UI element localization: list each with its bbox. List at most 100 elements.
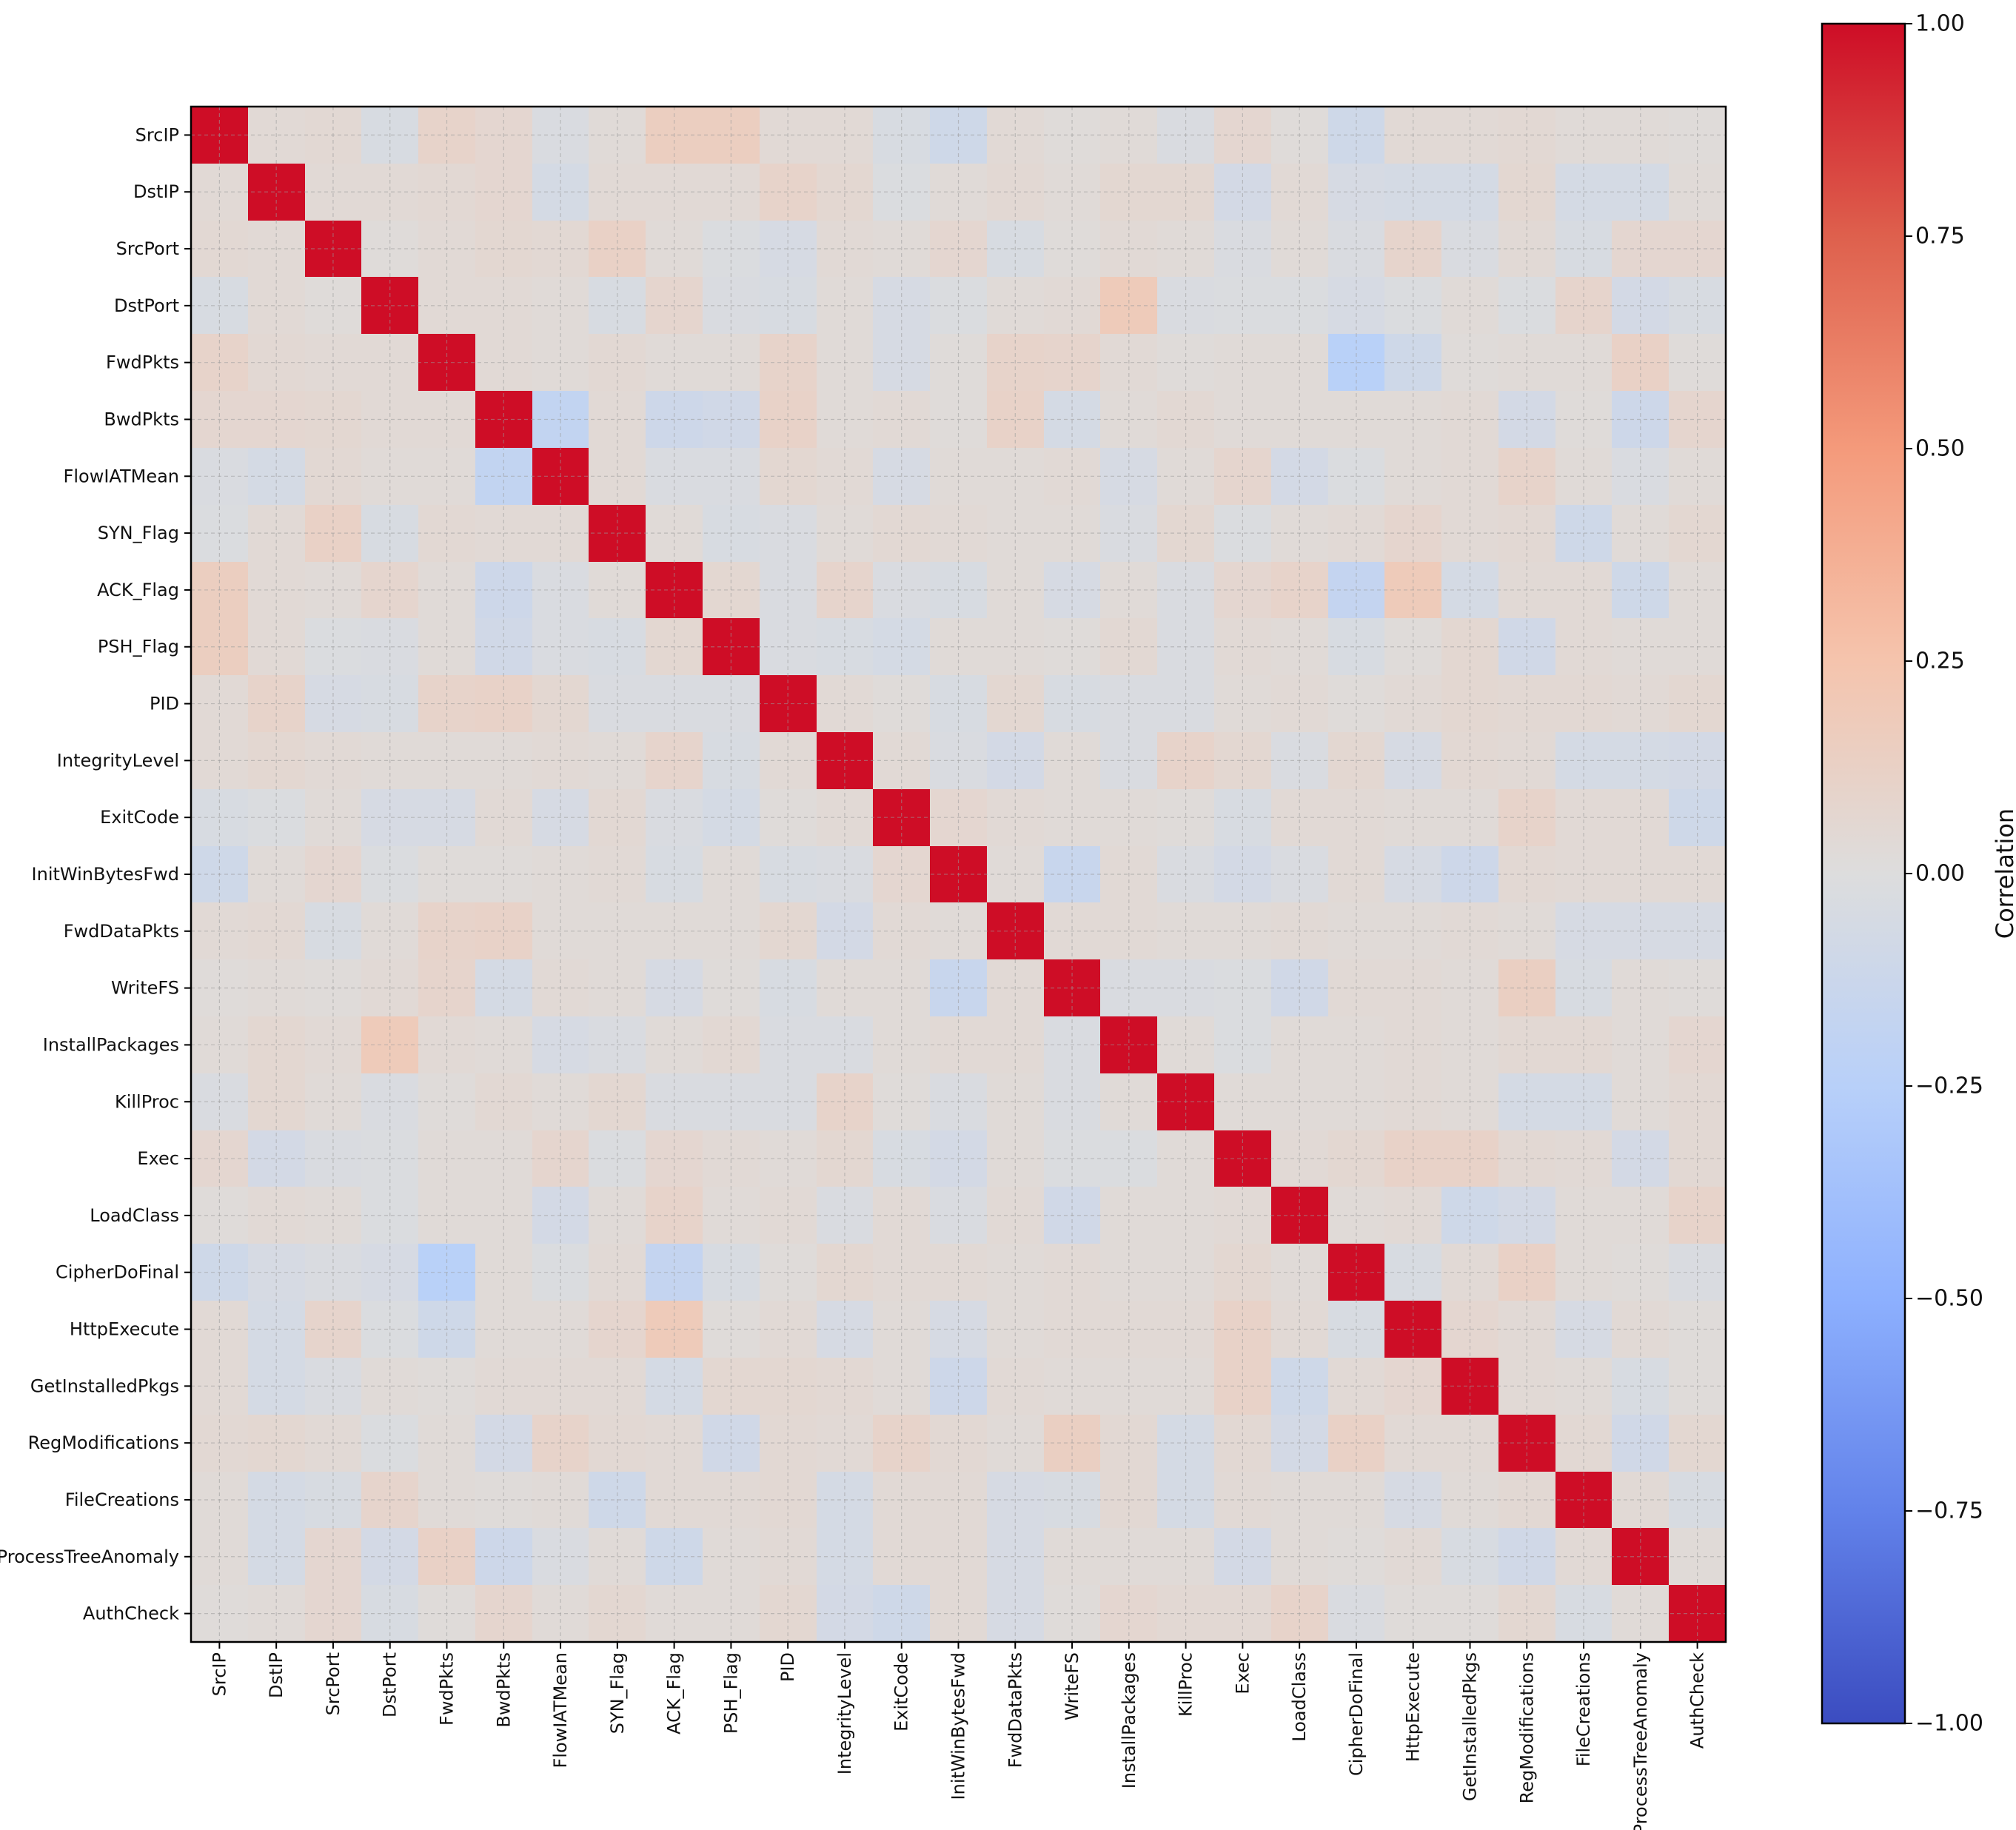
heatmap-cell — [1441, 1415, 1498, 1472]
heatmap-cell — [1328, 277, 1384, 334]
heatmap-cell — [987, 1415, 1044, 1472]
x-tick-label: SYN_Flag — [607, 1652, 628, 1734]
heatmap-cell — [1214, 277, 1271, 334]
heatmap-cell — [589, 391, 646, 448]
heatmap-cell — [1100, 1130, 1157, 1187]
heatmap-gridlines — [191, 107, 1726, 1642]
heatmap-cell — [1441, 1130, 1498, 1187]
y-tick-label: CipherDoFinal — [56, 1262, 179, 1283]
colorbar-tick-label: −0.25 — [1915, 1073, 1983, 1099]
heatmap-cell — [361, 1130, 418, 1187]
heatmap-cell — [248, 675, 305, 732]
heatmap-cell — [1100, 1528, 1157, 1585]
x-tick-label: PID — [777, 1652, 798, 1682]
x-tick-label: DstIP — [266, 1652, 287, 1698]
x-tick-label: HttpExecute — [1403, 1652, 1424, 1762]
heatmap-cell — [760, 1244, 817, 1301]
colorbar-label: Correlation — [1991, 808, 2016, 939]
x-tick-label: WriteFS — [1062, 1652, 1082, 1720]
heatmap-cell — [1100, 391, 1157, 448]
y-tick-label: KillProc — [115, 1091, 179, 1112]
heatmap-cell — [361, 164, 418, 221]
heatmap-cell — [873, 391, 930, 448]
y-tick-label: InitWinBytesFwd — [32, 864, 179, 885]
x-tick-label: LoadClass — [1289, 1652, 1310, 1742]
heatmap-cell — [987, 277, 1044, 334]
heatmap-cell — [1100, 277, 1157, 334]
heatmap-cell — [873, 1528, 930, 1585]
y-tick-label: Exec — [137, 1148, 179, 1169]
x-tick-label: RegModifications — [1516, 1652, 1537, 1803]
x-tick-label: KillProc — [1176, 1652, 1196, 1717]
heatmap-cell — [1100, 675, 1157, 732]
heatmap-cell — [760, 277, 817, 334]
y-tick-label: PSH_Flag — [98, 637, 179, 657]
heatmap-cell — [475, 1244, 532, 1301]
y-tick-label: RegModifications — [28, 1432, 179, 1453]
x-tick-label: PSH_Flag — [720, 1652, 741, 1734]
x-axis-ticks: SrcIP DstIP SrcPort DstPort FwdPkts BwdPkts Fl… — [209, 1642, 1708, 1830]
heatmap-cell — [873, 1016, 930, 1073]
heatmap-cell — [589, 902, 646, 959]
heatmap-cell — [1100, 1016, 1157, 1073]
heatmap-cell — [248, 277, 305, 334]
heatmap-cell — [361, 1415, 418, 1472]
heatmap-cell — [873, 902, 930, 959]
y-tick-label: InstallPackages — [43, 1034, 179, 1055]
heatmap-cell — [248, 1130, 305, 1187]
heatmap-cell — [760, 391, 817, 448]
y-tick-label: BwdPkts — [104, 409, 179, 429]
x-tick-label: SrcIP — [209, 1652, 230, 1696]
heatmap-cell — [361, 789, 418, 846]
colorbar-gradient — [1821, 22, 1906, 1725]
heatmap-cell — [248, 1415, 305, 1472]
heatmap-cell — [475, 675, 532, 732]
y-tick-label: FlowIATMean — [64, 466, 179, 486]
heatmap-cell — [987, 1528, 1044, 1585]
heatmap-cell — [1441, 164, 1498, 221]
y-tick-label: FileCreations — [65, 1489, 179, 1510]
heatmap-cell — [475, 1415, 532, 1472]
heatmap-cell — [361, 1016, 418, 1073]
x-tick-label: SrcPort — [323, 1652, 344, 1715]
heatmap-cell — [248, 391, 305, 448]
heatmap-cell — [1214, 675, 1271, 732]
heatmap-cell — [1214, 391, 1271, 448]
colorbar-tick-label: −1.00 — [1915, 1711, 1983, 1737]
heatmap-cell — [987, 1016, 1044, 1073]
y-tick-label: DstPort — [114, 295, 179, 316]
heatmap-cell — [475, 1528, 532, 1585]
heatmap-cell — [873, 1130, 930, 1187]
heatmap-cell — [589, 164, 646, 221]
y-tick-label: HttpExecute — [70, 1319, 179, 1340]
heatmap-cell — [589, 675, 646, 732]
heatmap-cell — [1214, 1415, 1271, 1472]
heatmap-cell — [475, 277, 532, 334]
heatmap-cell — [760, 675, 817, 732]
heatmap-cell — [1328, 1528, 1384, 1585]
heatmap-cell — [1328, 391, 1384, 448]
heatmap-cell — [475, 902, 532, 959]
heatmap-cell — [1328, 164, 1384, 221]
heatmap-cell — [760, 1130, 817, 1187]
heatmap-cell — [760, 1528, 817, 1585]
heatmap-cell — [760, 1415, 817, 1472]
heatmap-cell — [475, 391, 532, 448]
heatmap-cell — [1214, 1016, 1271, 1073]
heatmap-cell — [589, 1415, 646, 1472]
colorbar-tick-label: 1.00 — [1915, 11, 1965, 37]
heatmap-cell — [1441, 789, 1498, 846]
heatmap-cell — [248, 1244, 305, 1301]
heatmap-cell — [248, 1016, 305, 1073]
heatmap-cell — [475, 789, 532, 846]
y-tick-label: ProcessTreeAnomaly — [0, 1546, 179, 1567]
heatmap-cell — [589, 277, 646, 334]
heatmap-cell — [361, 277, 418, 334]
colorbar-tick-label: −0.75 — [1915, 1498, 1983, 1524]
x-tick-label: InstallPackages — [1119, 1652, 1139, 1789]
heatmap-cell — [1214, 164, 1271, 221]
heatmap-cell — [760, 164, 817, 221]
x-tick-label: CipherDoFinal — [1346, 1652, 1367, 1776]
heatmap-cell — [1441, 1016, 1498, 1073]
y-tick-label: SrcIP — [135, 124, 179, 145]
